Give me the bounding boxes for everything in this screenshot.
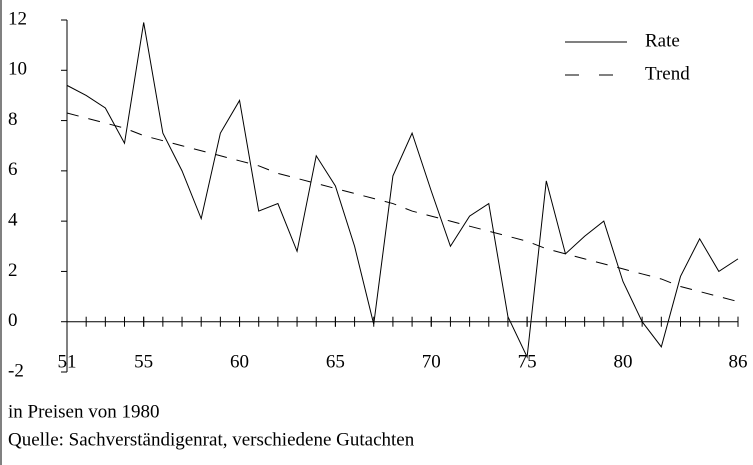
y-tick-label: 6 xyxy=(8,159,18,180)
x-tick-label: 55 xyxy=(134,351,153,372)
y-tick-label: -2 xyxy=(8,360,24,381)
note: Quelle: Sachverständigenrat, verschieden… xyxy=(8,429,415,450)
x-tick-label: 65 xyxy=(326,351,345,372)
line xyxy=(66,112,739,303)
note: in Preisen von 1980 xyxy=(8,401,159,422)
x-tick-label: 51 xyxy=(58,351,77,372)
legend-label: Rate xyxy=(645,30,680,51)
y-tick-label: 2 xyxy=(8,260,18,281)
legend-label: Trend xyxy=(645,63,690,84)
x-tick-label: 70 xyxy=(422,351,441,372)
y-tick-label: 12 xyxy=(8,8,27,29)
y-tick-label: 0 xyxy=(8,310,18,331)
x-tick-label: 60 xyxy=(230,351,249,372)
y-tick-label: 8 xyxy=(8,109,18,130)
y-tick-label: 4 xyxy=(8,210,18,231)
x-tick-label: 86 xyxy=(729,351,748,372)
line xyxy=(66,22,739,359)
x-tick-label: 75 xyxy=(518,351,537,372)
y-tick-label: 10 xyxy=(8,59,27,80)
x-tick-label: 80 xyxy=(613,351,632,372)
